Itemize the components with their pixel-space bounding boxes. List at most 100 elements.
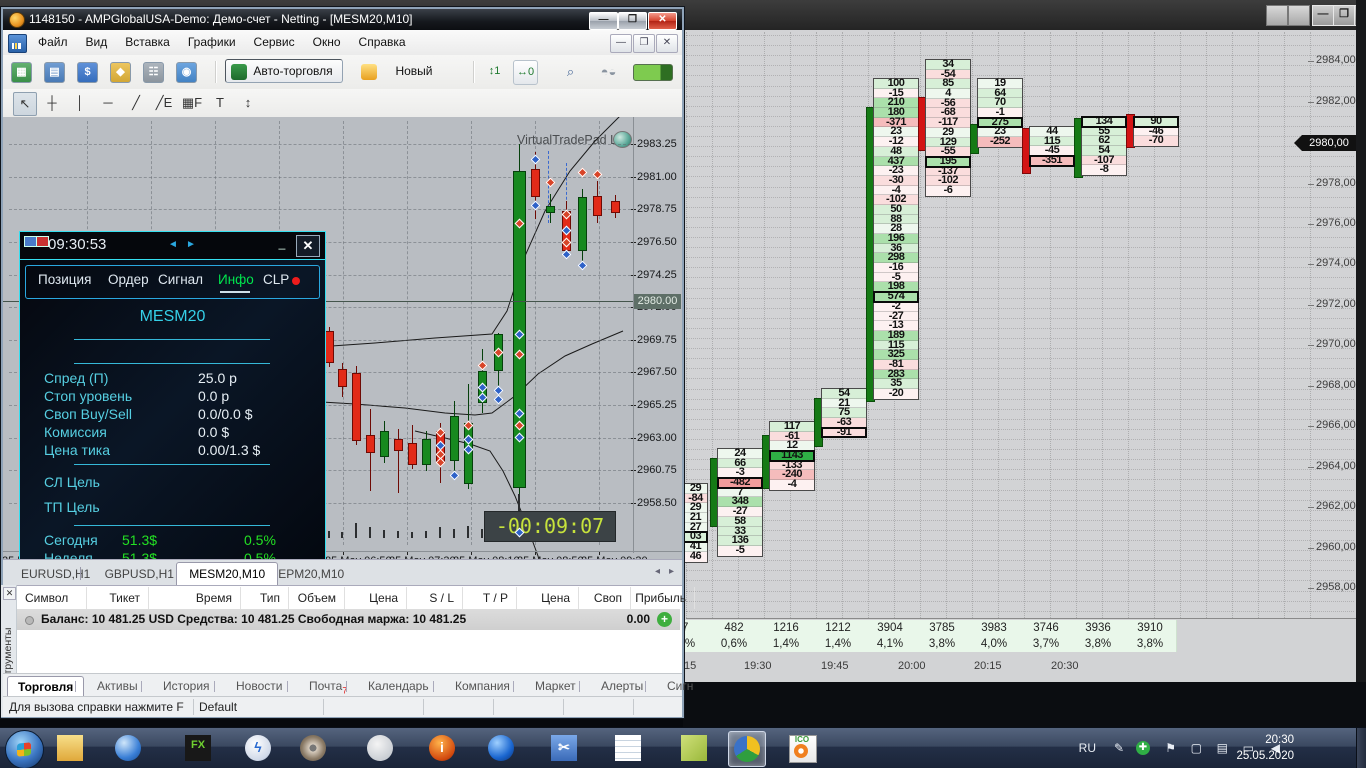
vtp-tab-Ордер[interactable]: Ордер <box>108 272 149 287</box>
draw-tool-8[interactable]: ↕ <box>244 95 252 110</box>
autotrade-button[interactable]: Авто-торговля <box>225 59 343 83</box>
column-header-Тип[interactable]: Тип <box>241 587 289 609</box>
column-header-Цена[interactable]: Цена <box>517 587 579 609</box>
time-axis-label[interactable]: 20:00 <box>898 660 926 672</box>
draw-tool-7[interactable]: T <box>216 95 224 110</box>
time-axis-label[interactable]: 15 <box>684 660 697 672</box>
time-axis-label[interactable]: 25 May 06:50 <box>325 555 392 559</box>
language-indicator[interactable]: RU <box>1078 741 1096 755</box>
taskbar-icon-browser[interactable] <box>110 731 146 765</box>
vtp-titlebar[interactable]: 09:30:53 ◄ ► _ ✕ <box>20 232 325 260</box>
clock[interactable]: 20:30 25.05.2020 <box>1236 732 1294 764</box>
toolbox-tab-Сигн[interactable]: Сигн <box>667 679 694 693</box>
draw-tool-4[interactable]: ╱ <box>132 95 140 110</box>
vtp-tab-Сигнал[interactable]: Сигнал <box>158 272 204 287</box>
draw-tool-2[interactable]: │ <box>75 95 85 110</box>
autoscroll-icon[interactable]: ↕1 <box>488 65 501 77</box>
mt5-window[interactable]: 1148150 - AMPGlobalUSA-Demo: Демо-счет -… <box>0 6 695 719</box>
mdi-close-icon[interactable]: ✕ <box>656 34 678 53</box>
new-chart-icon[interactable]: ▦ <box>11 62 32 83</box>
tray-icon-1[interactable]: ✚ <box>1136 741 1150 755</box>
taskbar-icon-mt5[interactable] <box>728 731 766 767</box>
toolbar-button-2[interactable] <box>1288 5 1310 26</box>
signals-icon[interactable]: ◉ <box>176 62 197 83</box>
new-order-button[interactable]: Новый ордер <box>355 59 455 101</box>
taskbar-icon-daemon[interactable]: ϟ <box>240 731 276 765</box>
taskbar-icon-explorer[interactable] <box>52 731 88 765</box>
start-button[interactable] <box>5 730 44 768</box>
taskbar-icon-fxl[interactable]: FX <box>180 731 216 765</box>
column-header-Прибыль[interactable]: Прибыль <box>631 587 695 609</box>
toolbox-tab-Новости[interactable]: Новости <box>236 679 283 693</box>
vtp-tab-Позиция[interactable]: Позиция <box>38 272 92 287</box>
menu-Графики[interactable]: Графики <box>187 35 236 49</box>
contacts-icon[interactable]: ☷ <box>143 62 164 83</box>
toolbar-button-1[interactable] <box>1266 5 1288 26</box>
tray-icon-6[interactable]: ◀ <box>1270 741 1280 755</box>
toolbox-close-icon[interactable]: ✕ <box>3 587 16 600</box>
history-center-icon[interactable]: ◆ <box>110 62 131 83</box>
menu-Вставка[interactable]: Вставка <box>125 35 170 49</box>
minimize-icon[interactable]: — <box>1312 5 1334 26</box>
draw-tool-3[interactable]: ─ <box>103 95 113 110</box>
mdi-restore-icon[interactable]: ❐ <box>633 34 655 53</box>
taskbar-icon-notepad[interactable] <box>610 731 646 765</box>
draw-tool-1[interactable]: ┼ <box>47 95 57 110</box>
vtp-tab-CLP[interactable]: CLP <box>263 272 290 287</box>
status-profile[interactable]: Default <box>199 700 238 714</box>
chart-tab-MESM20,M10[interactable]: MESM20,M10 <box>176 562 279 587</box>
column-header-Символ[interactable]: Символ <box>17 587 87 609</box>
virtualtradepad-panel[interactable]: 09:30:53 ◄ ► _ ✕ Позиция Ордер Сигнал Инфо C… <box>19 231 326 559</box>
toolbox-tab-Компания[interactable]: Компания <box>455 679 510 693</box>
tabs-left-icon[interactable]: ◂ <box>654 566 660 577</box>
taskbar-icon-cleaner[interactable] <box>362 731 398 765</box>
time-axis-label[interactable]: 25 May 08:50 <box>517 555 584 559</box>
deposit-icon[interactable]: $ <box>77 62 98 83</box>
menu-Справка[interactable]: Справка <box>358 35 406 49</box>
panel-close-icon[interactable]: ✕ <box>296 235 320 257</box>
column-header-Тикет[interactable]: Тикет <box>87 587 149 609</box>
toolbox-tab-Алерты[interactable]: Алерты <box>601 679 644 693</box>
tray-icon-3[interactable]: ▢ <box>1190 741 1202 755</box>
time-axis-label[interactable]: 20:30 <box>1051 660 1079 672</box>
tabs-right-icon[interactable]: ▸ <box>668 566 674 577</box>
toolbox-tab-Почта[interactable]: Почта7 <box>309 679 348 696</box>
toolbox-tab-История[interactable]: История <box>163 679 210 693</box>
taskbar-icon-leaf[interactable] <box>676 731 712 765</box>
chat-icon[interactable]: ◓◒ <box>600 64 617 79</box>
next-symbol-icon[interactable]: ► <box>186 239 196 250</box>
column-header-Объем[interactable]: Объем <box>289 587 345 609</box>
chart-tab-GBPUSD,H1[interactable]: GBPUSD,H1 <box>104 567 174 581</box>
panel-minimize-icon[interactable]: _ <box>278 236 286 250</box>
new-order-plus-icon[interactable]: + <box>657 612 672 627</box>
minimize-icon[interactable]: — <box>589 12 618 30</box>
column-header-S / L[interactable]: S / L <box>407 587 463 609</box>
draw-tool-0[interactable]: ↖ <box>13 92 37 116</box>
toolbox-tab-Торговля[interactable]: Торговля <box>7 676 85 698</box>
menu-Вид[interactable]: Вид <box>85 35 108 49</box>
time-axis-label[interactable]: 25 May 07:30 <box>389 555 456 559</box>
vtp-tab-Инфо[interactable]: Инфо <box>218 272 254 293</box>
taskbar-icon-ico[interactable]: ICO <box>784 731 820 765</box>
close-icon[interactable]: ✕ <box>648 12 677 30</box>
menu-Файл[interactable]: Файл <box>38 35 68 49</box>
mt5-titlebar[interactable]: 1148150 - AMPGlobalUSA-Demo: Демо-счет -… <box>3 9 682 30</box>
chart-shift-icon[interactable]: ↔0 <box>513 60 538 85</box>
time-axis-label[interactable]: 19:30 <box>744 660 772 672</box>
draw-tool-6[interactable]: ▦F <box>181 95 203 110</box>
chart-tab-EURUSD,H1[interactable]: EURUSD,H1 <box>21 567 91 581</box>
price-chart[interactable]: VirtualTradePad Lite 2983.25 2981.00 2978.… <box>3 117 682 559</box>
taskbar-icon-disc[interactable] <box>295 731 331 765</box>
chart-tab-EPM20,M10[interactable]: EPM20,M10 <box>278 567 345 581</box>
column-header-Своп[interactable]: Своп <box>579 587 631 609</box>
menu-Окно[interactable]: Окно <box>312 35 341 49</box>
time-axis-label[interactable]: 25 May 09:30 <box>581 555 648 559</box>
column-header-Время[interactable]: Время <box>149 587 241 609</box>
taskbar-icon-info[interactable]: i <box>424 731 460 765</box>
taskbar-icon-snip[interactable]: ✂ <box>546 731 582 765</box>
time-axis-label[interactable]: 20:15 <box>974 660 1002 672</box>
tray-icon-4[interactable]: ▤ <box>1216 741 1228 755</box>
time-axis-label[interactable]: 25 May 08:10 <box>453 555 520 559</box>
taskbar-icon-lens[interactable] <box>483 731 519 765</box>
toolbox-tab-Активы[interactable]: Активы <box>97 679 138 693</box>
